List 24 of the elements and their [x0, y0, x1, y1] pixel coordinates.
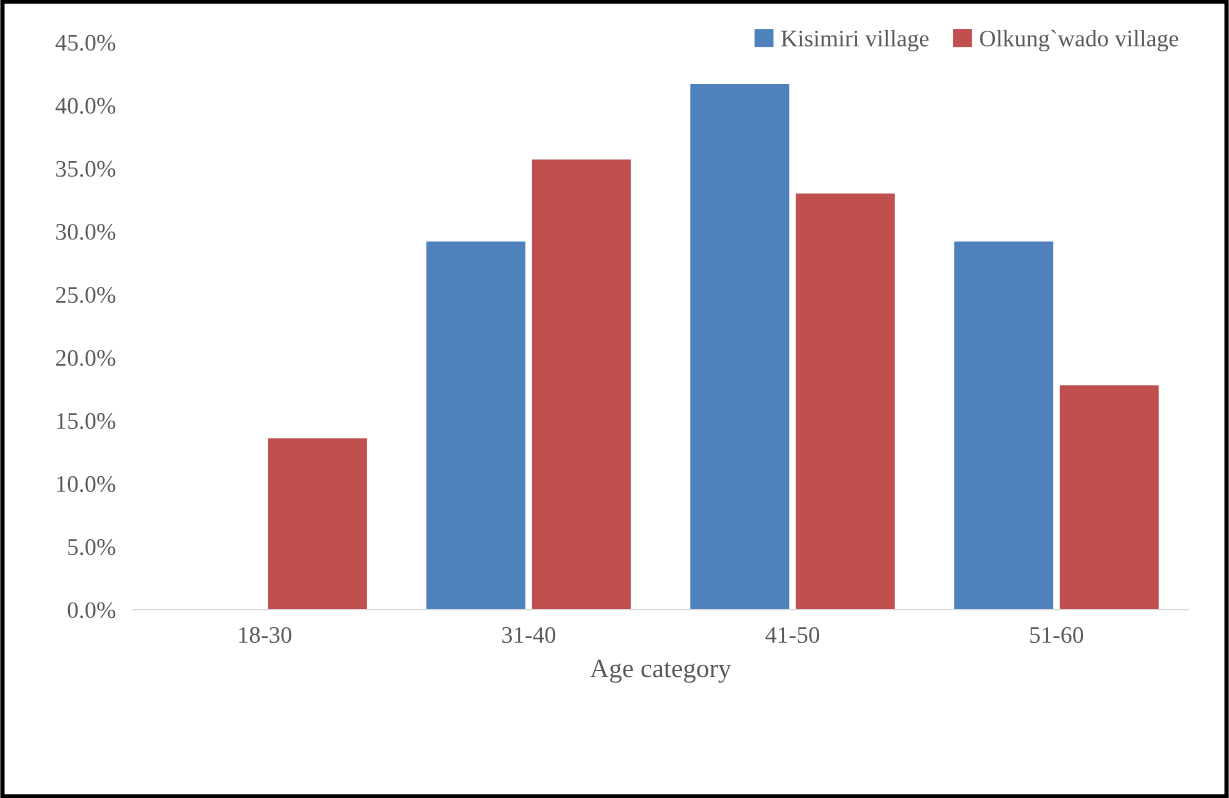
y-tick-label: 45.0% — [55, 34, 116, 51]
bar — [690, 83, 790, 610]
x-tick-label: 51-60 — [1030, 627, 1084, 643]
bar — [426, 241, 526, 610]
bar — [954, 241, 1054, 610]
bar — [267, 438, 367, 610]
y-tick-label: 35.0% — [56, 160, 116, 177]
y-tick-label: 5.0% — [68, 539, 116, 556]
x-tick-label: 18-30 — [239, 627, 292, 643]
y-tick-label: 10.0% — [57, 476, 116, 493]
bar — [531, 159, 631, 610]
y-tick-label: 15.0% — [57, 413, 116, 430]
y-tick-label: 20.0% — [56, 349, 116, 367]
y-tick-label: 40.0% — [55, 97, 116, 114]
y-tick-label: 25.0% — [56, 286, 116, 303]
y-tick-label: 30.0% — [56, 223, 116, 240]
legend-label: Olkung`wado village — [979, 29, 1179, 52]
legend-label: Kisimiri village — [781, 29, 929, 52]
bar — [1059, 385, 1159, 610]
x-tick-label: 31-40 — [502, 627, 556, 643]
x-tick-label: 41-50 — [765, 627, 820, 643]
bar — [795, 193, 895, 610]
x-axis-title: Age category — [590, 659, 732, 683]
y-tick-label: 0.0% — [67, 602, 116, 619]
